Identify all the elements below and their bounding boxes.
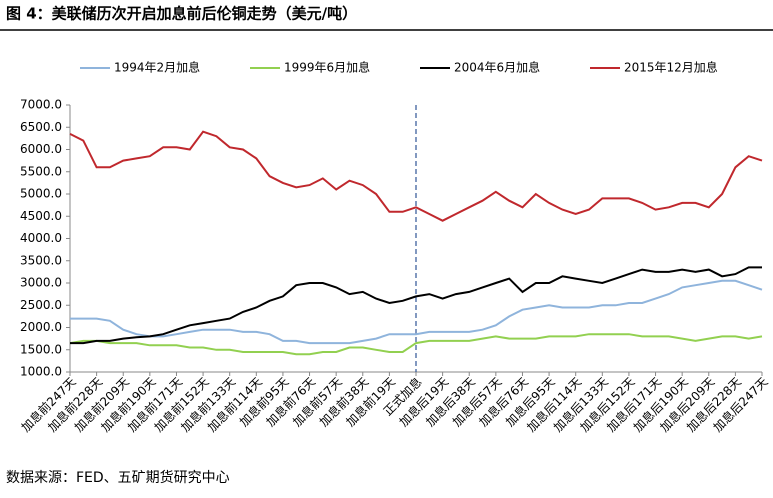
chart-title: 图 4：美联储历次开启加息前后伦铜走势（美元/吨） [6, 5, 357, 23]
legend-label: 1999年6月加息 [284, 60, 370, 75]
y-tick-label: 2000.0 [20, 320, 62, 334]
y-tick-label: 5500.0 [20, 164, 62, 178]
y-tick-label: 1000.0 [20, 365, 62, 379]
y-tick-label: 7000.0 [20, 98, 62, 112]
series-line [69, 333, 763, 356]
legend-label: 2004年6月加息 [454, 60, 540, 75]
y-tick-label: 5000.0 [20, 187, 62, 201]
legend-label: 2015年12月加息 [624, 60, 718, 75]
series-line [69, 130, 763, 222]
y-tick-label: 2500.0 [20, 298, 62, 312]
series-line [70, 266, 762, 345]
series-line [70, 279, 763, 345]
legend-label: 1994年2月加息 [114, 60, 200, 75]
y-tick-label: 3500.0 [20, 253, 62, 267]
y-tick-label: 4500.0 [20, 209, 62, 223]
y-tick-label: 1500.0 [20, 342, 62, 356]
y-tick-label: 6000.0 [20, 142, 62, 156]
y-tick-label: 4000.0 [20, 231, 62, 245]
source-note: 数据来源：FED、五矿期货研究中心 [6, 469, 230, 486]
y-tick-label: 3000.0 [20, 276, 62, 290]
y-tick-label: 6500.0 [20, 120, 62, 134]
